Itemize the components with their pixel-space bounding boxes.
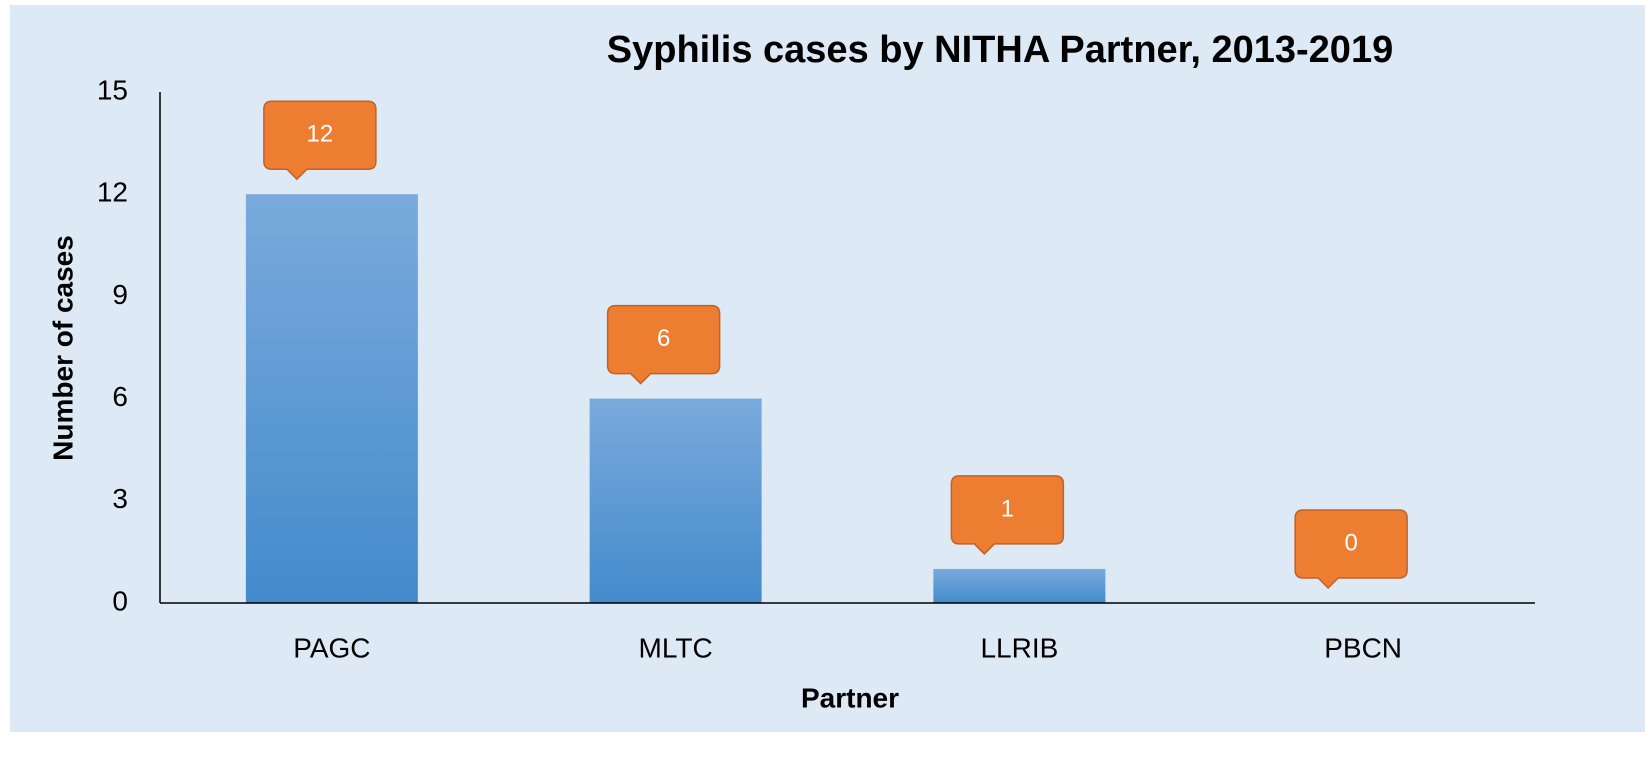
data-label: 12 [307, 121, 334, 148]
y-tick-label: 12 [97, 177, 128, 208]
y-tick-label: 15 [97, 74, 128, 105]
data-label: 1 [1001, 495, 1014, 522]
bar [589, 398, 762, 603]
x-tick-label: PBCN [1324, 632, 1402, 663]
y-tick-label: 6 [112, 381, 128, 412]
data-label-callout [606, 304, 721, 385]
chart-title: Syphilis cases by NITHA Partner, 2013-20… [607, 29, 1393, 71]
y-tick-label: 0 [112, 585, 128, 616]
bar [245, 194, 418, 603]
x-tick-label: LLRIB [980, 632, 1058, 663]
data-label-callout [950, 475, 1065, 555]
data-label: 0 [1344, 529, 1357, 556]
x-tick-label: PAGC [293, 632, 370, 663]
data-label: 6 [657, 325, 670, 352]
x-axis-title: Partner [801, 682, 899, 713]
bar [933, 568, 1106, 603]
x-tick-label: MLTC [639, 632, 713, 663]
y-axis-title: Number of cases [47, 235, 78, 461]
data-label-callout [263, 100, 377, 181]
y-tick-label: 9 [112, 279, 128, 310]
y-tick-label: 3 [112, 483, 128, 514]
data-label-callout [1294, 509, 1408, 590]
